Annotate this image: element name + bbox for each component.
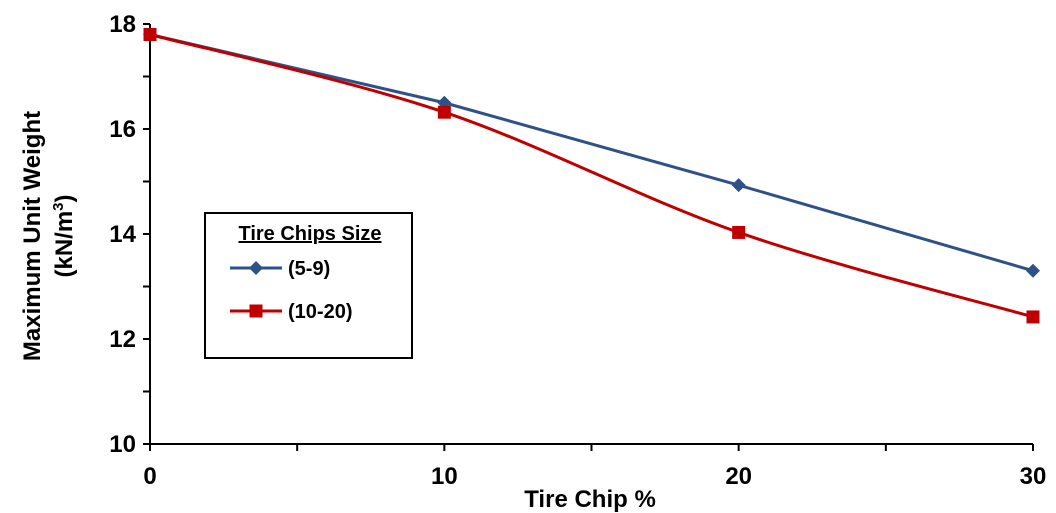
y-axis-title-line2: (kN/m3) <box>50 194 78 277</box>
y-axis-title-line1: Maximum Unit Weight <box>19 111 46 361</box>
series-line <box>149 33 1034 319</box>
x-tick-label: 10 <box>431 463 458 490</box>
legend-box <box>204 212 413 359</box>
data-point <box>1026 263 1040 278</box>
y-ticks: 10 12 14 16 18 <box>109 11 150 458</box>
x-ticks: 0 10 20 30 <box>143 444 1046 490</box>
series-layer <box>143 27 1040 324</box>
legend-label: (5-9) <box>288 258 330 280</box>
y-tick-label: 12 <box>109 326 136 353</box>
y-tick-label: 18 <box>109 11 136 38</box>
data-point <box>732 225 746 239</box>
y-axis-title: Maximum Unit Weight (kN/m3) <box>19 111 78 361</box>
legend-marker <box>249 304 263 318</box>
x-tick-label: 20 <box>725 463 752 490</box>
y-tick-label: 14 <box>109 221 136 248</box>
legend-label: (10-20) <box>288 301 352 323</box>
data-point <box>1026 310 1040 324</box>
data-point <box>437 105 451 119</box>
axes: 10 12 14 16 18 0 10 20 30 <box>109 11 1046 490</box>
legend-title: Tire Chips Size <box>238 223 381 245</box>
y-tick-label: 10 <box>109 431 136 458</box>
x-axis-title: Tire Chip % <box>524 486 656 513</box>
series-2 <box>143 28 1040 324</box>
data-point <box>143 28 157 41</box>
legend-marker <box>249 261 263 275</box>
legend-entry: (5-9) <box>230 258 330 280</box>
legend-entry: (10-20) <box>230 301 352 323</box>
data-point <box>731 178 746 193</box>
y-tick-label: 16 <box>109 116 136 143</box>
x-tick-label: 0 <box>143 463 156 490</box>
x-tick-label: 30 <box>1020 463 1047 490</box>
legend-entries: (5-9) (10-20) <box>230 258 352 323</box>
legend: Tire Chips Size (5-9) (10-20) <box>204 212 413 359</box>
series-line <box>149 33 1034 273</box>
